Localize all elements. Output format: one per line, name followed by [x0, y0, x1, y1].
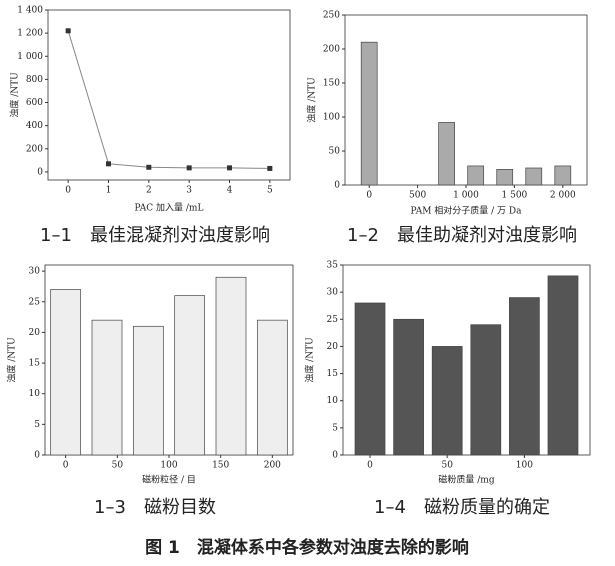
bar [525, 167, 543, 186]
x-tick-label: 1 000 [453, 191, 479, 201]
subplot-caption: 1–4 磁粉质量的确定 [374, 497, 550, 518]
x-tick-label: 150 [212, 461, 229, 471]
y-tick-label: 15 [327, 369, 339, 379]
data-point [186, 165, 192, 171]
bar [509, 297, 540, 456]
y-tick-label: 0 [334, 181, 340, 191]
plot-frame [342, 264, 591, 456]
y-tick-label: 20 [327, 342, 339, 352]
bar [496, 169, 514, 186]
bar [132, 325, 164, 456]
y-tick-label: 0 [37, 167, 43, 177]
x-tick-label: 50 [441, 461, 453, 471]
subplot-caption: 1–1 最佳混凝剂对浊度影响 [40, 225, 270, 246]
plot-frame [44, 264, 294, 456]
data-point [146, 164, 152, 170]
x-tick-label: 2 [146, 186, 152, 196]
x-tick-label: 100 [160, 461, 177, 471]
y-axis-label: 浊度 /NTU [306, 77, 318, 123]
x-tick-label: 100 [516, 461, 533, 471]
bar [438, 122, 455, 186]
data-point [106, 161, 111, 167]
y-tick-label: 5 [332, 423, 338, 433]
y-tick-label: 200 [323, 45, 340, 55]
x-tick-label: 0 [65, 186, 71, 196]
bar [467, 165, 485, 186]
bar [174, 295, 206, 456]
y-axis-label: 浊度 /NTU [6, 337, 18, 383]
x-tick-label: 3 [186, 186, 192, 196]
bar [215, 276, 247, 456]
bar [354, 302, 386, 456]
plot-frame [344, 14, 588, 186]
y-tick-label: 1 400 [17, 6, 43, 16]
x-axis-label: 磁粉质量 /mg [438, 474, 494, 486]
y-tick-label: 0 [34, 451, 40, 461]
y-tick-label: 10 [327, 396, 339, 406]
y-tick-label: 600 [26, 98, 43, 108]
y-tick-label: 25 [29, 297, 41, 307]
y-tick-label: 15 [29, 359, 41, 369]
bar [360, 41, 378, 186]
y-axis-label: 浊度 /NTU [9, 72, 21, 118]
x-tick-label: 0 [366, 191, 372, 201]
x-tick-label: 2 000 [550, 191, 576, 201]
y-tick-label: 30 [29, 267, 41, 277]
x-axis-label: PAM 相对分子质量 / 万 Da [410, 205, 522, 217]
y-tick-label: 1 200 [17, 29, 43, 39]
y-tick-label: 150 [323, 79, 340, 89]
x-tick-label: 1 [106, 186, 112, 196]
y-tick-label: 35 [327, 261, 339, 271]
x-tick-label: 5 [267, 186, 273, 196]
bar [256, 319, 288, 456]
data-point [65, 28, 71, 34]
y-tick-label: 800 [26, 75, 43, 85]
x-tick-label: 200 [264, 461, 281, 471]
figure-caption: 图 1 混凝体系中各参数对浊度去除的影响 [145, 537, 469, 558]
x-tick-label: 0 [367, 461, 373, 471]
bar [50, 289, 82, 456]
bar [393, 318, 424, 456]
data-point [227, 165, 232, 171]
y-tick-label: 400 [26, 121, 43, 131]
y-tick-label: 10 [29, 389, 41, 399]
y-tick-label: 0 [332, 451, 338, 461]
y-tick-label: 100 [323, 113, 340, 123]
bar [554, 165, 572, 186]
data-line [67, 30, 270, 169]
bar [470, 324, 502, 456]
bar [547, 275, 579, 456]
x-tick-label: 1 500 [502, 191, 528, 201]
y-tick-label: 50 [329, 147, 341, 157]
data-point [267, 165, 273, 171]
x-axis-label: 磁粉粒径 / 目 [142, 474, 196, 486]
subplot-caption: 1–2 最佳助凝剂对浊度影响 [347, 225, 577, 246]
y-tick-label: 20 [29, 328, 41, 338]
y-tick-label: 250 [323, 11, 340, 21]
y-tick-label: 1 000 [17, 52, 43, 62]
y-tick-label: 30 [327, 288, 339, 298]
y-tick-label: 5 [34, 420, 40, 430]
bar [431, 346, 463, 456]
plot-frame [47, 9, 291, 181]
subplot-caption: 1–3 磁粉目数 [94, 497, 216, 518]
y-tick-label: 200 [26, 144, 43, 154]
x-tick-label: 0 [63, 461, 69, 471]
y-tick-label: 25 [327, 315, 339, 325]
bar [91, 319, 123, 456]
x-tick-label: 50 [112, 461, 124, 471]
x-axis-label: PAC 加入量 /mL [135, 203, 204, 214]
x-tick-label: 4 [227, 186, 233, 196]
y-axis-label: 浊度 /NTU [304, 337, 316, 383]
x-tick-label: 500 [409, 191, 426, 201]
